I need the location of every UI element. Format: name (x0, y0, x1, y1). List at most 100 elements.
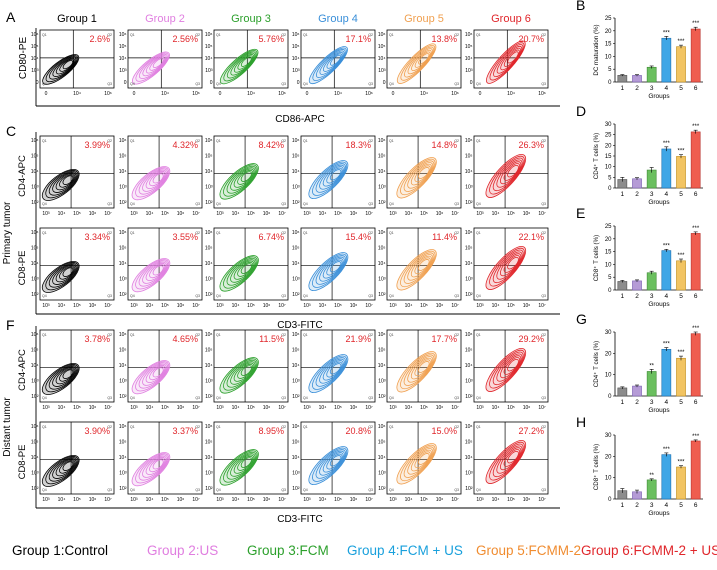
panel-f-row-1-plot-5-contour (414, 359, 431, 377)
panel-c-row-1-plot-3-x-tick: 10³ (216, 211, 224, 217)
panel-c-row-1-plot-5-q3-label: Q3 (454, 202, 459, 206)
panel-f-row-1-plot-2-x-tick: 10³ (130, 405, 138, 411)
bar-chart-e-y-tick-label: 20 (605, 237, 612, 243)
panel-f-row-2-plot-4-frame (300, 421, 376, 495)
panel-c-row-1-plot-5-q4-label: Q4 (389, 202, 394, 206)
panel-c-row-2-plot-1-q1-label: Q1 (42, 231, 47, 235)
bar-chart-g-significance-3: ** (649, 363, 654, 369)
bar-chart-d-x-tick-label-1: 1 (621, 191, 625, 198)
panel-f-row-1-plot-5-percent: 17.7% (431, 334, 457, 344)
panel-f-x-axis-label: CD3-FITC (277, 514, 323, 525)
panel-f-row-2-plot-5-q4-label: Q4 (389, 488, 394, 492)
bar-chart-g-x-tick-label-2: 2 (635, 399, 639, 406)
panel-c-row-2-plot-2-frame (127, 227, 203, 301)
panel-c-row-2-plot-6-y-tick: 10³ (465, 277, 473, 283)
panel-c-row-1-plot-5-contour (400, 158, 436, 196)
panel-f-row-2-plot-5-percent: 15.0% (431, 426, 457, 436)
bar-chart-d-y-tick-label: 30 (605, 122, 612, 128)
panel-c-row-1-plot-1-q1-label: Q1 (42, 139, 47, 143)
panel-f-row-1-plot-1-y-tick: 10³ (31, 379, 39, 385)
legend-item-group-5: Group 5:FCMM-2 (476, 543, 582, 558)
panel-c-row-2-plot-1-x-tick: 10⁶ (89, 303, 97, 309)
panel-letter-c: C (6, 123, 16, 139)
panel-a-plot-6-y-tick: 10⁵ (465, 44, 473, 50)
panel-c-row-2-plot-4-q4-label: Q4 (303, 294, 308, 298)
bar-chart-d-significance-4: *** (663, 141, 671, 147)
bar-chart-e-x-tick-label-5: 5 (679, 293, 683, 300)
panel-f-row-2-plot-4-contour (315, 449, 346, 479)
panel-f-row-2-plot-1-y-tick: 10⁶ (31, 424, 39, 430)
panel-c-row-1-plot-5-x-tick: 10⁶ (436, 211, 444, 217)
panel-c-row-2-plot-3-y-tick: 10⁴ (205, 261, 213, 267)
panel-c-row-2-plot-6-percent: 22.1% (518, 232, 544, 242)
panel-c-row-1-plot-3-q2-label: Q2 (281, 139, 286, 143)
panel-c-row-2-plot-4-percent: 15.4% (345, 232, 371, 242)
panel-a-plot-6-contour (496, 45, 523, 74)
panel-c-row-2-plot-6-y-tick: 10⁶ (465, 230, 473, 236)
bar-chart-b-letter: B (576, 0, 585, 13)
panel-c-row-1-plot-4: Q1 Q2 Q3 Q4 18.3% 10³ 10⁴ 10⁵ 10⁶ 10⁷ 10⁶ 10⁵ 10⁴ 10³… (292, 135, 376, 217)
bar-chart-g-x-tick-label-5: 5 (679, 399, 683, 406)
panel-a-plot-5-contour (407, 48, 433, 75)
panel-c-row-2-plot-5: Q1 Q2 Q3 Q4 11.4% 10³ 10⁴ 10⁵ 10⁶ 10⁷ 10⁶ 10⁵ 10⁴ 10³… (378, 227, 462, 309)
bar-chart-e: E 0 5 10 15 20 25 CD8⁺ T cells (%) 1 2 3 *** 4 *** 5 **… (576, 205, 703, 308)
panel-c-row-1-plot-5-q2-label: Q2 (454, 139, 459, 143)
panel-c-row-1-plot-4-x-tick: 10⁵ (334, 211, 342, 217)
panel-a-plot-2-y-tick: 10³ (119, 68, 127, 74)
panel-f-row-2-plot-5-x-tick: 10⁵ (420, 497, 428, 503)
panel-c-row-2-plot-3-x-tick: 10⁴ (232, 303, 240, 309)
panel-f-row-2-plot-3-y-tick: 10⁶ (205, 424, 213, 430)
bar-chart-b-y-tick-label: 25 (605, 16, 612, 22)
panel-c-row-1-plot-2-contour (135, 167, 170, 198)
panel-c-row-2-plot-1-y-tick: 10² (31, 292, 39, 298)
panel-c-row-2-plot-2-contour (142, 261, 167, 284)
panel-f-row-1-plot-2-q2-label: Q2 (195, 333, 200, 337)
panel-c-row-1-plot-3-y-tick: 10⁴ (205, 169, 213, 175)
panel-a-plot-3-frame (213, 29, 289, 89)
panel-f-row-2-plot-6-q1-label: Q1 (476, 425, 481, 429)
panel-f-row-2-plot-3-y-tick: 10³ (205, 471, 213, 477)
panel-c-row-2-plot-3-contour (219, 255, 259, 292)
panel-c-row-1-plot-6-q2-label: Q2 (541, 139, 546, 143)
panel-c-row-2-plot-5-x-tick: 10⁶ (436, 303, 444, 309)
panel-f-row-1-plot-4-y-tick: 10³ (292, 379, 300, 385)
panel-f-row-1-plot-5-x-tick: 10⁶ (436, 405, 444, 411)
panel-c-row-2-plot-3-q2-label: Q2 (281, 231, 286, 235)
panel-c-row-1-plot-1: Q1 Q2 Q3 Q4 3.99% 10³ 10⁴ 10⁵ 10⁶ 10⁷ 10⁶ 10⁵ 10⁴ 10³… (31, 135, 115, 217)
panel-c-row-1-plot-5-contour (403, 160, 435, 192)
panel-a-plot-5-x-tick: 0 (392, 91, 395, 97)
bar-chart-b-bar-4 (661, 37, 672, 83)
bar-chart-b-bar-6 (690, 28, 701, 83)
panel-a-y-axis-label: CD80-PE (18, 37, 29, 80)
panel-a-plot-1: Q1 Q2 Q3 Q4 2.6% 0 10⁴ 10⁶ 10⁶ 10⁵ 10⁴ 10³ 0 (31, 29, 115, 97)
bar-chart-e-y-tick-label: 5 (608, 275, 612, 281)
panel-c-row-1-plot-1-x-tick: 10⁶ (89, 211, 97, 217)
panel-c-row-1-plot-2-contour (149, 172, 165, 187)
panel-f-row-2-plot-5-contour (400, 444, 436, 482)
bar-chart-b-x-tick-label-4: 4 (665, 85, 669, 92)
panel-f-row-1-plot-1-y-tick: 10⁴ (31, 363, 39, 369)
panel-f-row-2-plot-2-q1-label: Q1 (130, 425, 135, 429)
panel-c-row-2-plot-3-percent: 6.74% (258, 232, 284, 242)
panel-a-plot-6-y-tick: 0 (470, 80, 473, 86)
panel-c-row-2-plot-2-y-tick: 10³ (119, 277, 127, 283)
panel-f-row-1-plot-6: Q1 Q2 Q3 Q4 29.2% 10³ 10⁴ 10⁵ 10⁶ 10⁷ 10⁶ 10⁵ 10⁴ 10³… (465, 329, 549, 411)
panel-a-plot-1-contour (55, 58, 76, 75)
panel-f-row-1-plot-2-contour (138, 362, 168, 389)
panel-f-row-1-plot-3: Q1 Q2 Q3 Q4 11.5% 10³ 10⁴ 10⁵ 10⁶ 10⁷ 10⁶ 10⁵ 10⁴ 10³… (205, 329, 289, 411)
panel-c-row-1-plot-4-x-tick: 10⁴ (319, 211, 327, 217)
panel-a-plot-6-y-tick: 10⁶ (465, 32, 473, 38)
panel-a-plot-1-q4-label: Q4 (42, 82, 47, 86)
panel-c-row-1-plot-2-percent: 4.32% (172, 140, 198, 150)
panel-f-row-1-plot-2: Q1 Q2 Q3 Q4 4.65% 10³ 10⁴ 10⁵ 10⁶ 10⁷ 10⁶ 10⁵ 10⁴ 10³… (119, 329, 203, 411)
panel-c-row-2-plot-6-contour (492, 249, 524, 284)
panel-a-plot-6-contour (489, 42, 525, 81)
panel-c-row-2-plot-1-q4-label: Q4 (42, 294, 47, 298)
bar-chart-g-y-tick-label: 0 (608, 394, 612, 400)
panel-f-row-2-plot-1-contour (45, 456, 79, 485)
panel-f-row-1-plot-4-x-tick: 10⁵ (334, 405, 342, 411)
panel-a-plot-3-contour (226, 51, 257, 79)
panel-c-row-1-plot-3-x-tick: 10⁶ (263, 211, 271, 217)
panel-f-row-2-plot-4-y-tick: 10⁶ (292, 424, 300, 430)
panel-c-row-2-plot-5-q2-label: Q2 (454, 231, 459, 235)
